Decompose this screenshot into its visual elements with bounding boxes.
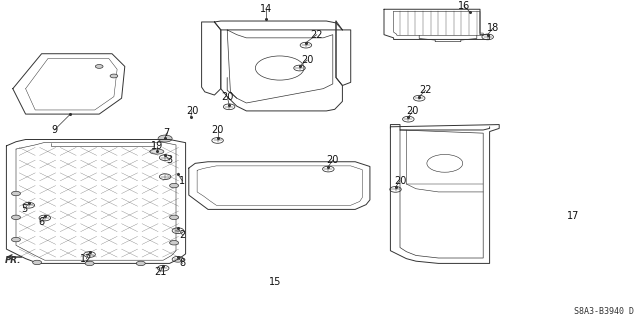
Text: 20: 20 (221, 92, 234, 102)
Text: S8A3-B3940 D: S8A3-B3940 D (573, 307, 634, 316)
Text: 20: 20 (301, 55, 314, 65)
Text: 20: 20 (394, 176, 406, 186)
Text: FR.: FR. (4, 256, 21, 265)
Text: 20: 20 (406, 106, 419, 116)
Circle shape (136, 261, 145, 266)
Text: 20: 20 (211, 125, 224, 135)
Text: 15: 15 (269, 278, 282, 287)
Circle shape (170, 215, 179, 219)
Text: 12: 12 (80, 254, 93, 263)
Ellipse shape (150, 149, 164, 154)
Text: 18: 18 (486, 23, 499, 33)
Circle shape (33, 260, 42, 265)
Text: 20: 20 (186, 106, 198, 116)
Text: 3: 3 (166, 155, 173, 165)
Text: 21: 21 (154, 267, 166, 277)
Circle shape (12, 237, 20, 242)
Circle shape (110, 74, 118, 78)
Text: 8: 8 (179, 258, 186, 268)
Text: 20: 20 (326, 155, 339, 165)
Text: 7: 7 (163, 128, 170, 138)
Text: 14: 14 (259, 4, 272, 14)
Text: 17: 17 (566, 211, 579, 221)
Text: 19: 19 (150, 141, 163, 151)
Circle shape (95, 64, 103, 68)
Text: 16: 16 (458, 1, 470, 11)
Circle shape (170, 183, 179, 188)
Text: 9: 9 (51, 125, 58, 135)
Circle shape (12, 191, 20, 196)
Text: 1: 1 (179, 176, 186, 186)
Circle shape (85, 261, 94, 266)
Text: 2: 2 (179, 230, 186, 240)
Text: 22: 22 (310, 30, 323, 40)
Circle shape (12, 215, 20, 219)
Circle shape (170, 241, 179, 245)
Text: 6: 6 (38, 217, 45, 227)
Text: 22: 22 (419, 85, 432, 95)
Circle shape (158, 135, 172, 142)
Text: 5: 5 (21, 204, 28, 214)
